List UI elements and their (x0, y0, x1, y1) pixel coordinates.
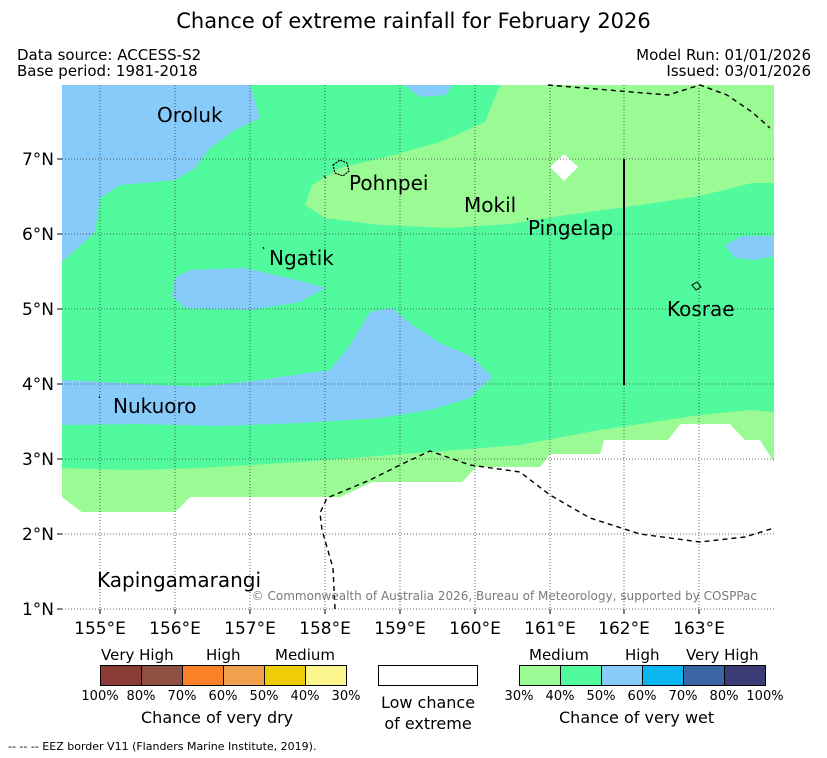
dry-swatch (100, 665, 142, 686)
dry-very-high-label: Very High (101, 646, 174, 664)
dry-high-label: High (206, 646, 241, 664)
dry-percent-label: 40% (290, 689, 320, 704)
ant-atoll (323, 175, 327, 179)
dry-percent-label: 30% (331, 689, 361, 704)
wet-swatch (683, 665, 725, 686)
wet-percent-label: 70% (668, 689, 698, 704)
lat-tick-label: 7°N (22, 150, 54, 170)
lat-tick-label: 2°N (22, 525, 54, 545)
wet-swatch (519, 665, 561, 686)
dry-percent-label: 80% (126, 689, 156, 704)
map-axes: 155°E 156°E 157°E 158°E 159°E 160°E 161°E 162°E… (22, 150, 725, 639)
wet-swatch (724, 665, 766, 686)
lat-tick-label: 3°N (22, 450, 54, 470)
base-period-label: Base period: 1981-2018 (17, 62, 198, 80)
lat-tick-label: 5°N (22, 300, 54, 320)
pingelap-atoll (526, 217, 529, 221)
dry-legend-title: Chance of very dry (141, 708, 294, 727)
low-chance-line2: of extreme (384, 714, 472, 733)
lon-tick-label: 160°E (449, 619, 501, 639)
dry-swatch (141, 665, 183, 686)
dry-swatch (182, 665, 224, 686)
copyright-note: © Commonwealth of Australia 2026, Bureau… (252, 589, 757, 603)
low-chance-swatch (378, 665, 478, 686)
zone-wet-60-central (172, 268, 325, 310)
pohnpei-island (332, 159, 350, 177)
lon-tick-label: 155°E (74, 619, 126, 639)
model-run-label: Model Run: 01/01/2026 (636, 46, 811, 64)
chart-title: Chance of extreme rainfall for February … (176, 9, 651, 33)
place-pohnpei: Pohnpei (349, 171, 429, 195)
lon-tick-label: 162°E (598, 619, 650, 639)
wet-high-label: High (625, 646, 660, 664)
lon-tick-label: 159°E (374, 619, 426, 639)
low-chance-line1: Low chance (380, 693, 476, 712)
wet-percent-label: 30% (504, 689, 534, 704)
place-kapingamarangi: Kapingamarangi (97, 568, 261, 592)
dry-swatch (264, 665, 306, 686)
place-kosrae: Kosrae (667, 297, 735, 321)
lat-tick-label: 4°N (22, 375, 54, 395)
wet-swatch (560, 665, 602, 686)
dry-percent-label: 50% (249, 689, 279, 704)
eez-footnote: -- -- -- EEZ border V11 (Flanders Marine… (8, 740, 317, 753)
masked-cell (550, 154, 578, 181)
issued-label: Issued: 03/01/2026 (666, 62, 811, 80)
place-mokil: Mokil (464, 193, 516, 217)
place-oroluk: Oroluk (157, 103, 223, 127)
lon-tick-label: 163°E (673, 619, 725, 639)
nukuoro-atoll (98, 395, 101, 399)
wet-percent-label: 100% (746, 689, 784, 704)
place-nukuoro: Nukuoro (113, 394, 197, 418)
dry-swatch (305, 665, 347, 686)
lat-tick-label: 6°N (22, 225, 54, 245)
data-source-label: Data source: ACCESS-S2 (17, 46, 202, 64)
zone-wet-60-northwest (62, 85, 260, 262)
dry-percent-label: 60% (208, 689, 238, 704)
dry-percent-label: 100% (81, 689, 119, 704)
zone-low-chance (62, 424, 774, 609)
eez-border (319, 84, 775, 610)
lon-tick-label: 157°E (224, 619, 276, 639)
place-pingelap: Pingelap (528, 216, 613, 240)
wet-percent-label: 50% (586, 689, 616, 704)
ngatik-atoll (262, 246, 265, 250)
dry-percent-label: 70% (167, 689, 197, 704)
lat-tick-label: 1°N (22, 600, 54, 620)
lon-tick-label: 158°E (299, 619, 351, 639)
dry-swatch (223, 665, 265, 686)
lon-tick-label: 156°E (149, 619, 201, 639)
zone-wet-60-northtop (404, 85, 452, 97)
zone-wet-60-east (725, 236, 774, 260)
lon-tick-label: 161°E (524, 619, 576, 639)
wet-very-high-label: Very High (686, 646, 759, 664)
wet-percent-label: 80% (709, 689, 739, 704)
dry-medium-label: Medium (275, 646, 335, 664)
wet-legend-title: Chance of very wet (559, 708, 715, 727)
wet-percent-label: 40% (545, 689, 575, 704)
zone-wet-30-north (305, 85, 774, 228)
kosrae-island (691, 281, 702, 291)
wet-medium-label: Medium (529, 646, 589, 664)
wet-swatch (642, 665, 684, 686)
zone-wet-60-south (62, 308, 492, 426)
zone-wet-30-south (62, 410, 774, 512)
wet-percent-label: 60% (627, 689, 657, 704)
place-ngatik: Ngatik (269, 246, 334, 270)
wet-swatch (601, 665, 643, 686)
